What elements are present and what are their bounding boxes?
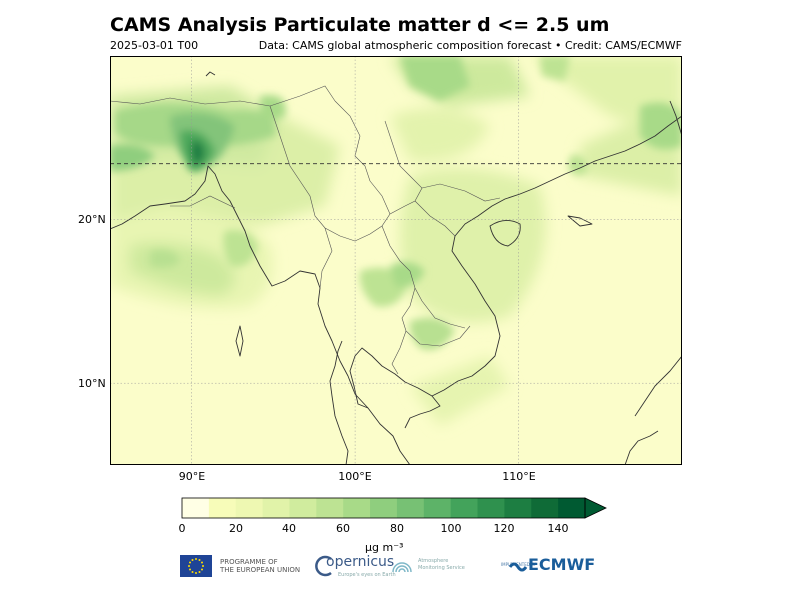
colorbar-tick-80: 80	[390, 522, 404, 535]
colorbar-cell	[235, 498, 264, 518]
eu-programme-text: PROGRAMME OF THE EUROPEAN UNION	[220, 558, 301, 574]
map-frame	[110, 56, 682, 465]
concentration-field	[110, 56, 682, 465]
eu-flag-logo	[180, 555, 212, 577]
colorbar-tick-140: 140	[547, 522, 569, 535]
lon-label-90e: 90°E	[178, 470, 206, 483]
colorbar-tick-100: 100	[440, 522, 462, 535]
pm25-map	[110, 56, 682, 465]
colorbar-tick-0: 0	[178, 522, 186, 535]
colorbar-cell	[262, 498, 290, 518]
lon-label-110e: 110°E	[502, 470, 536, 483]
colorbar-cell	[343, 498, 371, 518]
colorbar-cell	[370, 498, 398, 518]
data-credit: Data: CAMS global atmospheric compositio…	[258, 39, 682, 52]
colorbar-cell	[504, 498, 532, 518]
analysis-date: 2025-03-01 T00	[110, 39, 199, 52]
lon-label-100e: 100°E	[338, 470, 372, 483]
colorbar-units: μg m⁻³	[365, 541, 404, 554]
gridlines	[110, 56, 682, 465]
colorbar-cell	[289, 498, 317, 518]
implemented-by-text: IMPLEMENTED BY	[501, 562, 537, 567]
colorbar-cell	[450, 498, 479, 518]
cams-atmosphere-icon	[392, 562, 412, 573]
copernicus-tagline: Europe's eyes on Earth	[338, 572, 396, 578]
colorbar-tick-40: 40	[282, 522, 296, 535]
logo-strip: PROGRAMME OF THE EUROPEAN UNION opernicus…	[178, 552, 598, 584]
colorbar-cell	[477, 498, 505, 518]
colorbar-tick-20: 20	[229, 522, 243, 535]
colorbar-cell	[316, 498, 344, 518]
colorbar-tick-60: 60	[336, 522, 350, 535]
ecmwf-logo-text: ECMWF	[528, 555, 596, 574]
colorbar-cell	[396, 498, 425, 518]
colorbar-cell	[182, 498, 210, 518]
colorbar	[181, 497, 607, 519]
lat-label-20n: 20°N	[78, 213, 106, 226]
copernicus-c-icon	[315, 555, 332, 577]
colorbar-cell	[423, 498, 452, 518]
colorbar-cell	[208, 498, 237, 518]
lat-label-10n: 10°N	[78, 377, 106, 390]
colorbar-cell	[531, 498, 559, 518]
copernicus-logo-text: opernicus	[326, 554, 395, 570]
colorbar-frame	[181, 497, 586, 519]
colorbar-tick-120: 120	[493, 522, 515, 535]
ecmwf-wave-icon	[508, 562, 528, 572]
coastlines	[110, 71, 682, 465]
colorbar-extend-arrow	[584, 497, 607, 519]
chart-title: CAMS Analysis Particulate matter d <= 2.…	[110, 14, 610, 36]
country-borders	[110, 85, 501, 375]
colorbar-cell	[558, 498, 586, 518]
cams-logo-text: Atmosphere Monitoring Service	[418, 558, 465, 571]
eu-stars-icon	[188, 558, 204, 574]
